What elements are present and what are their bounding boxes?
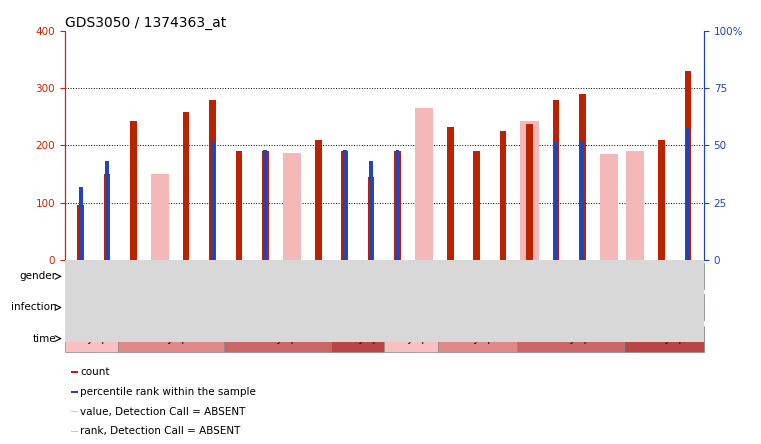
Bar — [685, 71, 692, 260]
Bar — [342, 151, 348, 260]
Text: value, Detection Call = ABSENT: value, Detection Call = ABSENT — [80, 407, 246, 416]
Bar — [554, 141, 558, 260]
Bar — [77, 206, 84, 260]
Bar — [552, 99, 559, 260]
Bar — [211, 141, 215, 260]
Bar — [315, 140, 322, 260]
Text: gender: gender — [20, 271, 57, 281]
Text: 15 days p.i.: 15 days p.i. — [250, 333, 306, 344]
Bar — [581, 141, 584, 260]
Text: female: female — [527, 271, 561, 281]
Text: 0 days p.i.: 0 days p.i. — [386, 333, 436, 344]
FancyBboxPatch shape — [118, 294, 384, 321]
FancyBboxPatch shape — [438, 294, 704, 321]
Text: 40 days p.i: 40 days p.i — [637, 333, 691, 344]
Bar — [130, 121, 137, 260]
FancyBboxPatch shape — [384, 294, 438, 321]
Bar — [686, 127, 690, 260]
FancyBboxPatch shape — [118, 325, 224, 352]
FancyBboxPatch shape — [624, 325, 704, 352]
Bar — [369, 162, 373, 260]
Bar — [396, 150, 400, 260]
Text: infection: infection — [11, 302, 57, 313]
Text: 3 days p.i.: 3 days p.i. — [452, 333, 503, 344]
FancyBboxPatch shape — [438, 325, 517, 352]
Bar — [415, 108, 433, 260]
Text: 3 days p.i.: 3 days p.i. — [146, 333, 196, 344]
FancyBboxPatch shape — [224, 325, 331, 352]
Bar — [71, 431, 78, 432]
Bar — [527, 124, 533, 260]
FancyBboxPatch shape — [517, 325, 624, 352]
Bar — [579, 94, 586, 260]
FancyBboxPatch shape — [65, 325, 118, 352]
Text: uninfected: uninfected — [65, 302, 117, 313]
Bar — [263, 150, 267, 260]
FancyBboxPatch shape — [65, 263, 384, 289]
Text: GDS3050 / 1374363_at: GDS3050 / 1374363_at — [65, 16, 226, 30]
Bar — [78, 186, 82, 260]
Bar — [209, 99, 216, 260]
Bar — [394, 151, 401, 260]
Bar — [521, 121, 539, 260]
Bar — [151, 174, 169, 260]
Text: rank, Detection Call = ABSENT: rank, Detection Call = ABSENT — [80, 426, 240, 436]
Bar — [236, 151, 242, 260]
Text: 0 days p.i.: 0 days p.i. — [66, 333, 116, 344]
Bar — [282, 153, 301, 260]
Bar — [342, 150, 347, 260]
Bar — [500, 131, 507, 260]
Bar — [262, 151, 269, 260]
Text: time: time — [33, 333, 57, 344]
Text: count: count — [80, 367, 110, 377]
Bar — [71, 411, 78, 412]
Bar — [473, 151, 480, 260]
Text: 40 days p.i: 40 days p.i — [331, 333, 384, 344]
FancyBboxPatch shape — [384, 325, 438, 352]
Bar — [71, 391, 78, 392]
Bar — [103, 174, 110, 260]
Bar — [368, 177, 374, 260]
Text: hantavirus: hantavirus — [225, 302, 277, 313]
Bar — [71, 372, 78, 373]
Bar — [600, 154, 618, 260]
FancyBboxPatch shape — [331, 325, 384, 352]
Text: hantavirus: hantavirus — [545, 302, 597, 313]
Bar — [447, 127, 454, 260]
Text: male: male — [212, 271, 237, 281]
Bar — [658, 140, 665, 260]
Bar — [626, 151, 645, 260]
Bar — [105, 162, 109, 260]
FancyBboxPatch shape — [65, 294, 118, 321]
Text: uninfected: uninfected — [385, 302, 437, 313]
Text: percentile rank within the sample: percentile rank within the sample — [80, 387, 256, 397]
FancyBboxPatch shape — [384, 263, 704, 289]
Text: 15 days p.i.: 15 days p.i. — [543, 333, 599, 344]
Bar — [183, 112, 189, 260]
